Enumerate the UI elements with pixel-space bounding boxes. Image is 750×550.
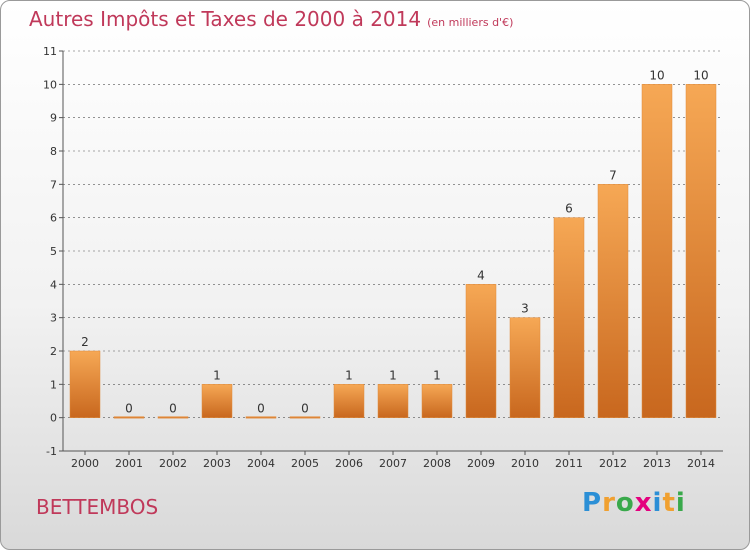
y-tick-label: 4 [50,278,57,291]
bar [333,384,365,418]
y-tick-label: 9 [50,112,57,125]
bar [289,416,321,419]
bar [685,84,717,418]
bar [245,416,277,419]
data-label: 0 [125,402,133,416]
data-label: 1 [389,368,397,382]
bar [465,284,497,418]
x-tick-label: 2007 [379,457,407,470]
logo-letter: r [602,488,616,518]
chart-unit: (en milliers d'€) [427,16,514,29]
logo-letter: t [662,488,676,518]
bar [641,84,673,418]
data-label: 0 [169,402,177,416]
x-tick-label: 2009 [467,457,495,470]
logo-letter: i [675,488,686,518]
y-tick-label: 8 [50,145,57,158]
bar [377,384,409,418]
x-tick-label: 2001 [115,457,143,470]
x-tick-label: 2005 [291,457,319,470]
bar [509,317,541,418]
y-tick-label: 3 [50,312,57,325]
chart-title-text: Autres Impôts et Taxes de 2000 à 2014 [29,7,422,31]
x-tick-label: 2014 [687,457,715,470]
data-label: 0 [301,402,309,416]
data-label: 4 [477,268,485,282]
y-tick-label: 5 [50,245,57,258]
x-tick-label: 2012 [599,457,627,470]
data-label: 1 [345,368,353,382]
data-label: 2 [81,335,89,349]
data-label: 7 [609,168,617,182]
x-tick-label: 2008 [423,457,451,470]
data-label: 1 [433,368,441,382]
chart-title: Autres Impôts et Taxes de 2000 à 2014 (en… [29,7,513,31]
x-tick-label: 2013 [643,457,671,470]
bar [421,384,453,418]
y-tick-label: 11 [43,45,57,58]
x-tick-label: 2000 [71,457,99,470]
bar [597,184,629,418]
y-tick-label: -1 [46,445,57,458]
commune-name: BETTEMBOS [36,495,159,519]
data-label: 10 [649,68,664,82]
x-tick-label: 2003 [203,457,231,470]
y-tick-label: 6 [50,212,57,225]
bar [201,384,233,418]
logo-letter: P [582,488,603,518]
x-tick-label: 2004 [247,457,275,470]
y-tick-label: 2 [50,345,57,358]
data-label: 0 [257,402,265,416]
data-label: 6 [565,202,573,216]
y-tick-label: 10 [43,78,57,91]
logo-letter: i [652,488,663,518]
x-tick-label: 2010 [511,457,539,470]
bar [553,217,585,418]
bar [69,350,101,418]
logo-letter: x [634,488,653,518]
proxiti-logo: Proxiti [582,488,686,518]
y-tick-label: 7 [50,178,57,191]
data-label: 10 [693,68,708,82]
logo-letter: o [615,488,635,518]
bar [113,416,145,419]
y-tick-label: 1 [50,378,57,391]
y-tick-label: 0 [50,412,57,425]
data-label: 1 [213,368,221,382]
data-label: 3 [521,302,529,316]
x-tick-label: 2002 [159,457,187,470]
bar [157,416,189,419]
x-tick-label: 2011 [555,457,583,470]
x-tick-label: 2006 [335,457,363,470]
